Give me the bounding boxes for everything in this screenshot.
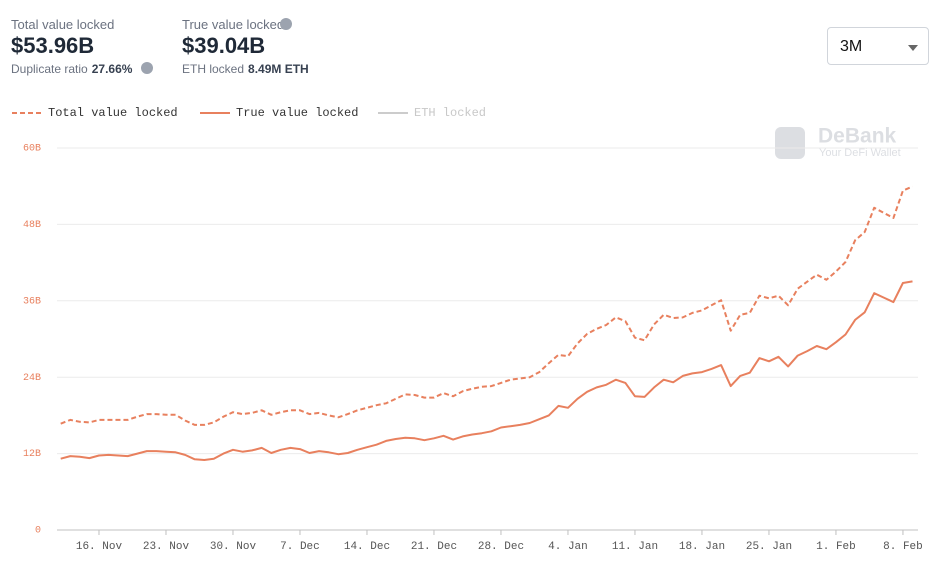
true-value: $39.04B [182, 33, 266, 58]
watermark-tagline: Your DeFi Wallet [819, 147, 901, 159]
legend-label: ETH locked [414, 106, 486, 120]
y-tick-label: 0 [35, 526, 41, 537]
y-tick-label: 36B [23, 296, 41, 307]
y-tick-label: 48B [23, 220, 41, 231]
dup-value: 27.66% [91, 62, 133, 76]
eth-label: ETH locked [182, 62, 245, 76]
x-tick-label: 21. Dec [411, 541, 457, 553]
tvl-value: $53.96B [11, 33, 95, 58]
x-tick-label: 14. Dec [344, 541, 390, 553]
x-tick-label: 4. Jan [548, 541, 588, 553]
x-tick-label: 16. Nov [76, 541, 123, 553]
x-tick-label: 30. Nov [210, 541, 257, 553]
watermark: DeBank Your DeFi Wallet [775, 125, 901, 159]
eth-value: 8.49M ETH [248, 62, 309, 76]
series-line [60, 185, 913, 426]
range-dropdown[interactable]: 3M [827, 27, 929, 65]
y-tick-label: 60B [23, 144, 41, 155]
y-tick-label: 24B [23, 373, 41, 384]
dup-row: Duplicate ratio 27.66% [11, 62, 132, 76]
range-value: 3M [840, 38, 863, 55]
x-tick-label: 7. Dec [280, 541, 320, 553]
legend-label: True value locked [236, 106, 358, 120]
x-tick-label: 1. Feb [816, 541, 856, 553]
x-tick-label: 28. Dec [478, 541, 524, 553]
eth-row: ETH locked 8.49M ETH [182, 62, 309, 76]
x-tick-label: 18. Jan [679, 541, 725, 553]
dropdown-caret [908, 45, 918, 51]
dup-label: Duplicate ratio [11, 62, 88, 76]
tvl-label: Total value locked [11, 17, 115, 32]
legend-label: Total value locked [48, 106, 178, 120]
help-icon [141, 62, 153, 74]
true-label: True value locked [182, 17, 285, 32]
x-tick-label: 11. Jan [612, 541, 658, 553]
series-line [60, 280, 913, 461]
x-tick-label: 8. Feb [883, 541, 923, 553]
y-tick-label: 12B [23, 449, 41, 460]
watermark-brand: DeBank [818, 125, 897, 148]
x-tick-label: 25. Jan [746, 541, 792, 553]
x-tick-label: 23. Nov [143, 541, 190, 553]
